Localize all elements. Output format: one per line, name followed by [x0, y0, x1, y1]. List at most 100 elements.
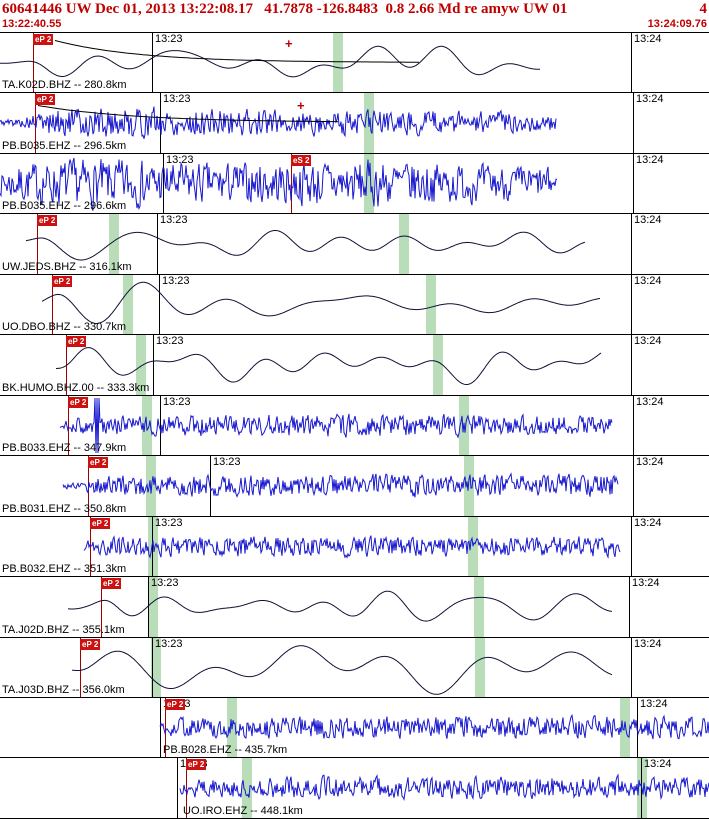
minute-gridline: [633, 456, 634, 516]
minute-gridline: [633, 153, 634, 214]
trace-row[interactable]: 13:23 13:24 eP 2 BK.HUMO.BHZ.00 -- 333.3…: [0, 334, 709, 395]
pick-line[interactable]: [52, 274, 53, 335]
trace-row[interactable]: 13:23 13:24 eP 2 UW.JEDS.BHZ -- 316.1km: [0, 213, 709, 274]
phase-pick-flag[interactable]: eP 2: [165, 698, 186, 710]
pick-line[interactable]: [101, 577, 102, 637]
minute-tick-label: 13:23: [160, 214, 188, 227]
seismogram-trace[interactable]: [0, 275, 709, 334]
minute-tick-label: 13:24: [634, 214, 662, 227]
trace-row[interactable]: 13:23 13:24 eS 2 PB.B035.EHZ -- 296.6km: [0, 152, 709, 214]
trace-row[interactable]: 13:23 13:24 eP 2 TA.J03D.BHZ -- 356.0km: [0, 636, 709, 697]
pick-cross-marker[interactable]: +: [285, 36, 293, 51]
coda-decay-curve: [54, 40, 419, 63]
minute-gridline: [637, 697, 638, 758]
seismogram-trace[interactable]: [0, 33, 709, 92]
trace-row[interactable]: 13:23 13:24 eP 2 PB.B031.EHZ -- 350.8km: [0, 455, 709, 516]
pick-line[interactable]: [33, 33, 34, 93]
pick-line[interactable]: [291, 153, 292, 214]
phase-pick-flag[interactable]: eP 2: [88, 457, 109, 469]
highlight-bar: [475, 637, 485, 697]
phase-pick-flag[interactable]: eP 2: [37, 215, 58, 227]
minute-gridline: [159, 274, 160, 335]
coda-decay-curve: [37, 105, 339, 123]
minute-tick-label: 13:24: [634, 637, 662, 650]
trace-row[interactable]: 13:23 13:24 eP 2 UO.IRO.EHZ -- 448.1km: [0, 757, 709, 818]
minute-tick-label: 13:24: [634, 516, 662, 529]
highlight-bar: [242, 758, 252, 818]
minute-tick-label: 13:23: [213, 456, 241, 469]
seismogram-trace[interactable]: [0, 335, 709, 394]
minute-tick-label: 13:24: [636, 93, 664, 106]
pick-line[interactable]: [37, 214, 38, 274]
phase-pick-flag[interactable]: eS 2: [291, 154, 312, 166]
minute-gridline: [631, 214, 632, 274]
phase-pick-flag[interactable]: eP 2: [35, 94, 56, 106]
pick-line[interactable]: [35, 93, 36, 153]
window-end-time: 13:24:09.76: [647, 18, 707, 30]
trace-row[interactable]: 13:23 13:24 eP 2 UO.DBO.BHZ -- 330.7km: [0, 273, 709, 335]
phase-pick-flag[interactable]: eP 2: [186, 759, 207, 771]
trace-row[interactable]: 13:23 13:24 eP 2 TA.K02D.BHZ -- 280.8km …: [0, 32, 709, 93]
phase-pick-flag[interactable]: eP 2: [33, 34, 54, 45]
trace-row[interactable]: 13:23 13:24 eP 2 PB.B028.EHZ -- 435.7km: [0, 696, 709, 758]
minute-tick-label: 13:24: [636, 456, 664, 469]
highlight-bar: [468, 516, 478, 577]
minute-gridline: [629, 577, 630, 637]
station-label: UW.JEDS.BHZ -- 316.1km: [2, 260, 132, 273]
pick-line[interactable]: [165, 697, 166, 758]
highlight-bar: [474, 577, 484, 637]
seismogram-trace[interactable]: [0, 758, 709, 817]
seismogram-trace[interactable]: [0, 214, 709, 273]
minute-tick-label: 13:24: [634, 274, 662, 287]
seismogram-trace[interactable]: [0, 517, 709, 576]
seismogram-trace[interactable]: [0, 456, 709, 515]
highlight-bar: [333, 33, 343, 93]
phase-pick-flag[interactable]: eP 2: [52, 275, 73, 287]
minute-gridline: [633, 395, 634, 456]
station-label: TA.K02D.BHZ -- 280.8km: [2, 79, 127, 92]
minute-gridline: [177, 758, 178, 818]
trace-row[interactable]: 13:23 13:24 eP 2 PB.B033.EHZ -- 347.9km: [0, 394, 709, 456]
seismogram-trace[interactable]: [0, 396, 709, 455]
minute-tick-label: 13:23: [155, 33, 183, 45]
trace-row[interactable]: 13:23 13:24 eP 2 TA.J02D.BHZ -- 355.1km: [0, 576, 709, 637]
minute-tick-label: 13:23: [163, 395, 191, 408]
minute-tick-label: 13:24: [644, 758, 672, 771]
trace-row[interactable]: 13:23 13:24 eP 2 PB.B035.EHZ -- 296.5km …: [0, 92, 709, 153]
phase-pick-flag[interactable]: eP 2: [66, 336, 87, 348]
station-label: BK.HUMO.BHZ.00 -- 333.3km: [2, 381, 150, 394]
highlight-bar: [464, 456, 474, 516]
station-label: PB.B035.EHZ -- 296.5km: [2, 139, 127, 152]
station-label: PB.B035.EHZ -- 296.6km: [2, 200, 127, 213]
highlight-bar: [399, 214, 409, 274]
pick-line[interactable]: [90, 516, 91, 577]
pick-cross-marker[interactable]: +: [297, 98, 305, 114]
phase-pick-flag[interactable]: eP 2: [80, 638, 101, 650]
seismogram-trace[interactable]: [0, 698, 709, 757]
minute-tick-label: 13:24: [634, 33, 662, 45]
phase-pick-flag[interactable]: eP 2: [68, 396, 89, 408]
window-start-time: 13:22:40.55: [2, 18, 62, 30]
seismogram-trace[interactable]: [0, 577, 709, 636]
trace-row[interactable]: 13:23 13:24 eP 2 PB.B032.EHZ -- 351.3km: [0, 515, 709, 577]
seismogram-trace[interactable]: [0, 154, 709, 213]
highlight-bar: [620, 697, 630, 758]
phase-pick-flag[interactable]: eP 2: [101, 578, 122, 590]
minute-gridline: [210, 456, 211, 516]
pick-line[interactable]: [66, 335, 67, 395]
minute-gridline: [160, 395, 161, 456]
pick-line[interactable]: [80, 637, 81, 697]
minute-gridline: [152, 637, 153, 697]
minute-tick-label: 13:24: [634, 335, 662, 348]
trace-area: 13:23 13:24 eP 2 TA.K02D.BHZ -- 280.8km …: [0, 32, 709, 819]
minute-tick-label: 13:23: [162, 274, 190, 287]
phase-pick-flag[interactable]: eP 2: [90, 517, 111, 529]
minute-tick-label: 13:24: [636, 395, 664, 408]
pick-line[interactable]: [68, 395, 69, 456]
station-label: PB.B033.EHZ -- 347.9km: [2, 442, 127, 455]
minute-tick-label: 13:24: [632, 577, 660, 590]
seismogram-trace[interactable]: [0, 638, 709, 697]
seismogram-trace[interactable]: [0, 93, 709, 152]
pick-line[interactable]: [186, 758, 187, 818]
highlight-bar: [123, 274, 133, 335]
